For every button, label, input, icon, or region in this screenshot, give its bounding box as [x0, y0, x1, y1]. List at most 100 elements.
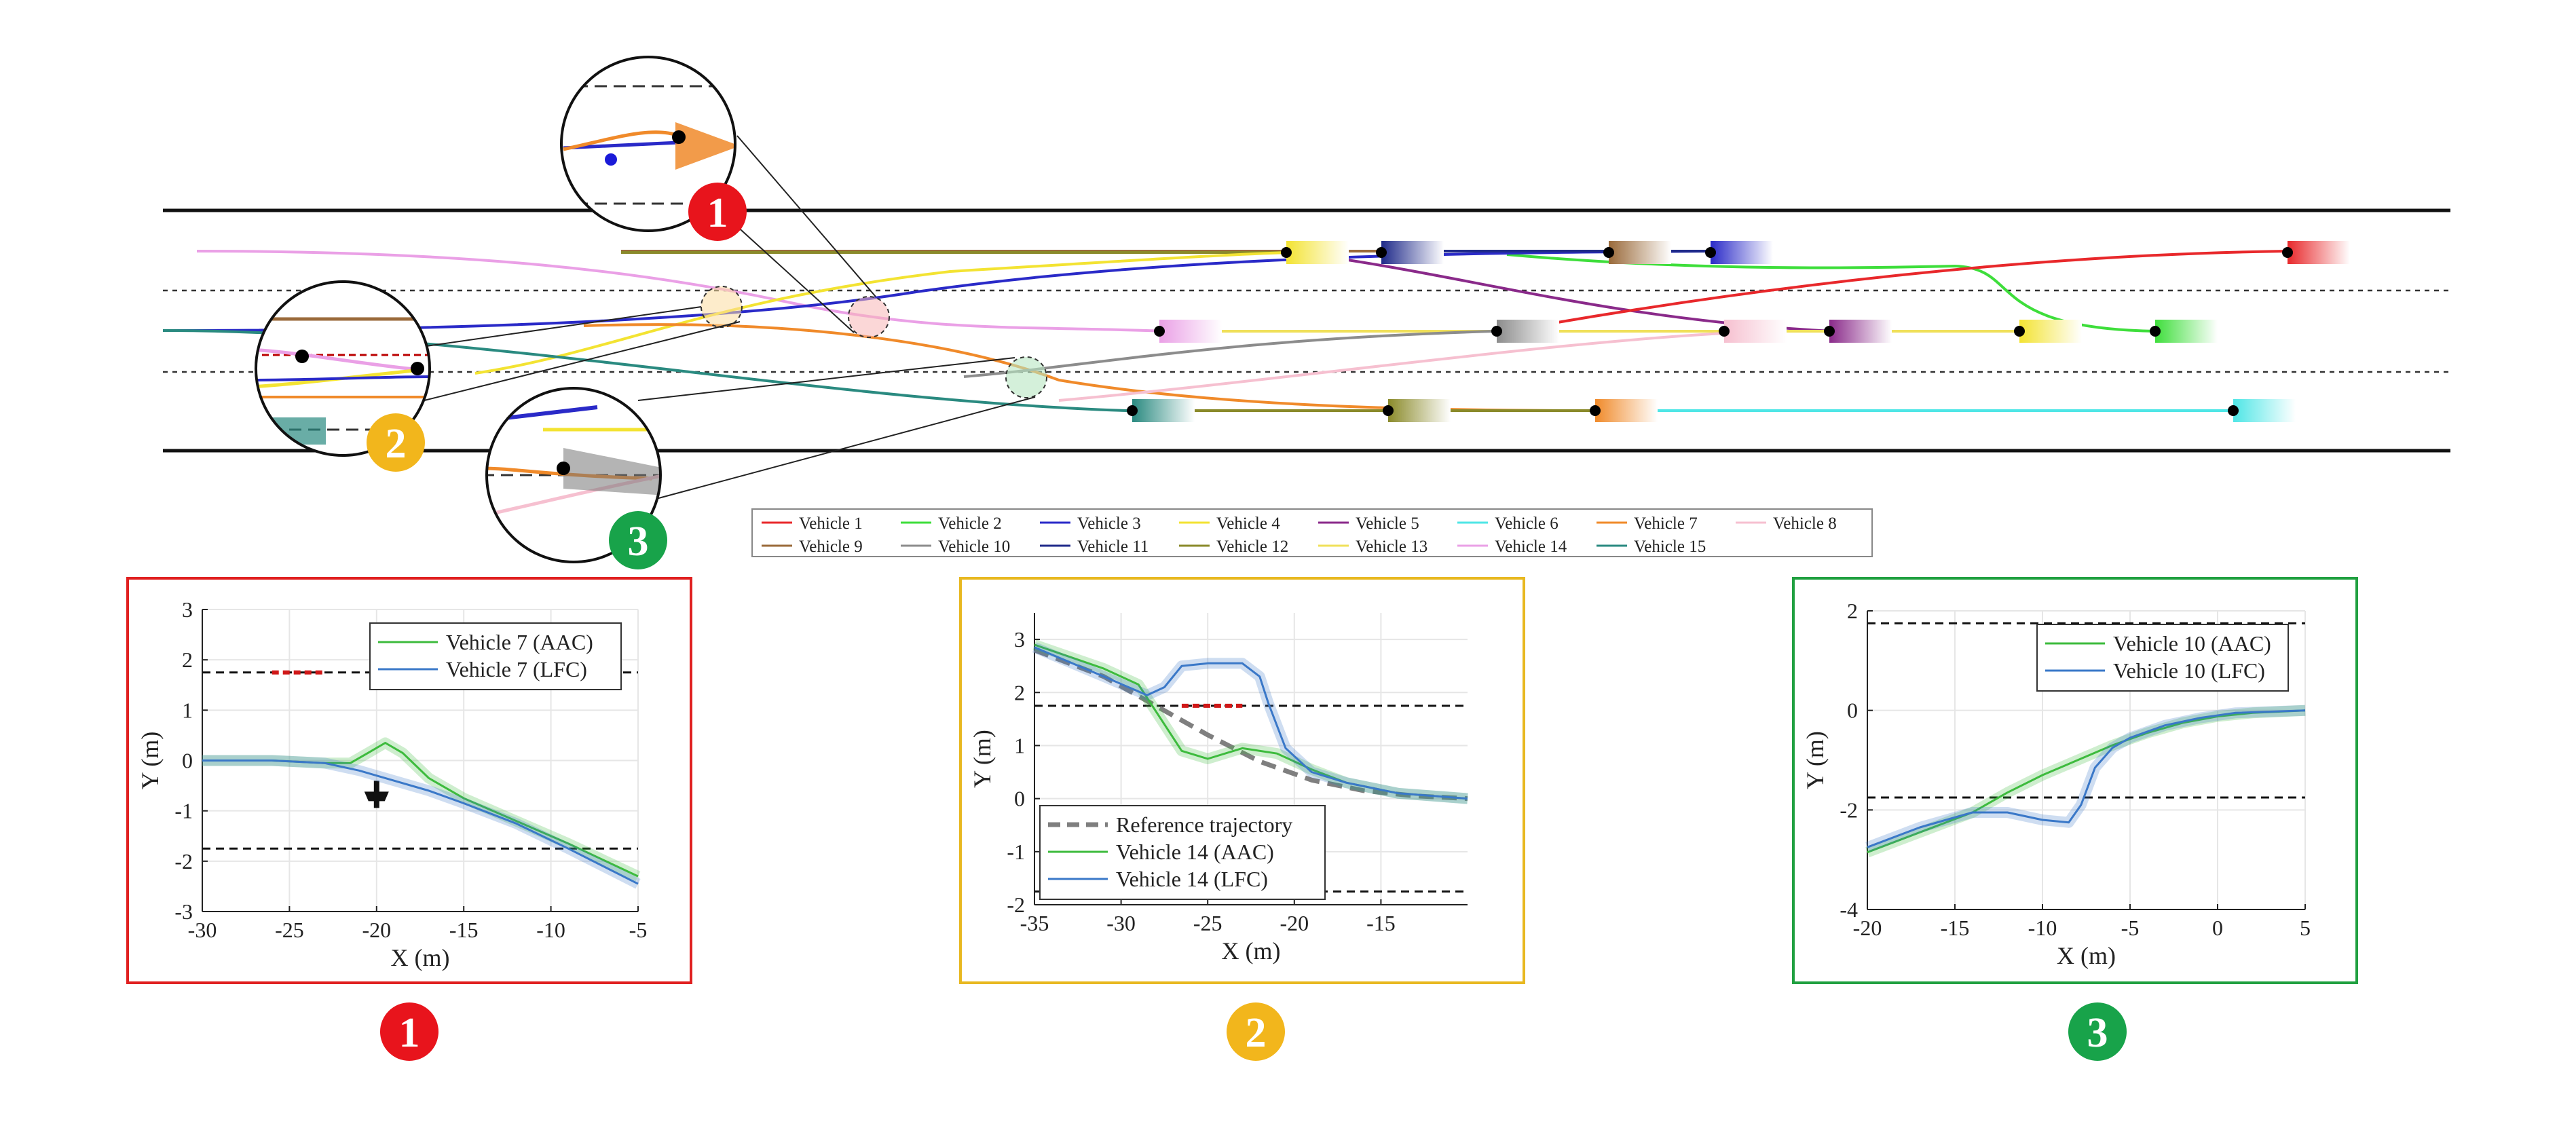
legend-entry-11: Vehicle 11: [1077, 538, 1149, 556]
x-tick-label: -25: [275, 918, 304, 942]
legend-entry-3: Vehicle 3: [1077, 514, 1141, 533]
detail-chart-2: -35 -30 -25 -20 -15 -2 -1 0 1 2 3 X (m) Y (m) Referen…: [959, 577, 1525, 1061]
zoom-connectors: [424, 135, 1036, 503]
y-tick-label: 2: [1847, 599, 1858, 623]
x-tick-label: -5: [2121, 916, 2140, 940]
y-tick-label: -2: [1007, 893, 1025, 917]
x-tick-label: -10: [536, 918, 565, 942]
legend-entry: Vehicle 14 (LFC): [1116, 867, 1268, 891]
x-tick-label: -20: [1853, 916, 1882, 940]
x-tick-label: -15: [1941, 916, 1970, 940]
y-tick-label: 0: [182, 749, 193, 773]
x-tick-label: -20: [1280, 911, 1309, 935]
y-axis-label: Y (m): [1802, 731, 1829, 789]
legend-entry-2: Vehicle 2: [938, 514, 1002, 533]
magnifier-1: [560, 56, 736, 232]
legend-entry: Vehicle 7 (AAC): [446, 630, 593, 654]
chart-badge-1: 1: [380, 1002, 438, 1061]
vehicle-markers: [1127, 241, 2350, 422]
x-tick-label: 0: [2212, 916, 2223, 940]
y-tick-label: -2: [174, 849, 193, 874]
vehicle-marker: [1491, 320, 1559, 343]
zoom-region-2: [701, 286, 743, 328]
legend-entry-15: Vehicle 15: [1634, 538, 1706, 556]
x-tick-label: -25: [1193, 911, 1222, 935]
series-line-2: [202, 759, 639, 885]
chart-legend: Vehicle 10 (AAC)Vehicle 10 (LFC): [2036, 624, 2289, 692]
y-tick-label: -4: [1840, 897, 1858, 922]
vehicle-3-trajectory: [162, 250, 1725, 332]
magnifier-2: [255, 280, 431, 457]
legend-entry: Vehicle 14 (AAC): [1116, 840, 1274, 864]
x-tick-label: -30: [1106, 911, 1136, 935]
y-tick-label: -2: [1840, 797, 1858, 822]
overview-badge-3: 3: [609, 511, 667, 569]
vehicle-marker: [1376, 241, 1444, 264]
zoom-region-markers: [701, 286, 1047, 398]
legend-entry: Vehicle 10 (LFC): [2113, 658, 2265, 683]
legend-entry: Vehicle 7 (LFC): [446, 657, 587, 681]
y-tick-label: 3: [1014, 627, 1025, 652]
legend-entry-13: Vehicle 13: [1356, 538, 1427, 556]
legend-entry-5: Vehicle 5: [1356, 514, 1419, 533]
vehicle-marker: [1590, 399, 1658, 422]
vehicle-14-trajectory: [196, 250, 1168, 333]
zoom-region-3: [1005, 356, 1047, 398]
x-tick-label: 5: [2300, 916, 2311, 940]
legend-entry: Reference trajectory: [1116, 812, 1292, 837]
car-icon: [364, 781, 389, 808]
road-overview: [162, 56, 2450, 563]
series-line-2: [1867, 709, 2306, 848]
vehicle-marker: [2014, 320, 2082, 343]
svg-text:1: 1: [399, 1010, 420, 1056]
y-tick-label: 2: [1014, 680, 1025, 705]
svg-text:3: 3: [628, 519, 649, 565]
vehicle-marker: [2228, 399, 2296, 422]
legend-entry-8: Vehicle 8: [1773, 514, 1837, 533]
y-tick-label: 0: [1847, 698, 1858, 723]
chart-legend: Vehicle 7 (AAC) Vehicle 7 (LFC): [369, 622, 622, 690]
legend-entry: Vehicle 10 (AAC): [2113, 631, 2271, 656]
overview-badge-1: 1: [688, 183, 747, 241]
x-axis-label: X (m): [391, 944, 450, 971]
vehicle-marker: [2150, 320, 2218, 343]
y-tick-label: 1: [1014, 733, 1025, 757]
y-tick-label: 1: [182, 698, 193, 722]
vehicle-marker: [1719, 320, 1787, 343]
x-tick-label: -30: [188, 918, 217, 942]
x-tick-label: -10: [2028, 916, 2057, 940]
vehicle-2-trajectory: [1506, 253, 2159, 333]
vehicle-marker: [1383, 399, 1451, 422]
vehicle-marker: [1127, 399, 1195, 422]
y-tick-label: -1: [1007, 840, 1025, 864]
legend-entry-1: Vehicle 1: [799, 514, 863, 533]
vehicle-marker: [1281, 241, 1349, 264]
svg-text:2: 2: [386, 421, 407, 467]
x-axis-label: X (m): [2057, 942, 2116, 969]
vehicle-marker: [1705, 241, 1773, 264]
x-tick-label: -15: [1366, 911, 1396, 935]
legend-entry-9: Vehicle 9: [799, 538, 863, 556]
legend-entry-4: Vehicle 4: [1216, 514, 1280, 533]
vehicle-marker: [2282, 241, 2350, 264]
x-tick-label: -20: [362, 918, 391, 942]
x-tick-label: -15: [449, 918, 479, 942]
vehicle-1-trajectory: [1506, 250, 2288, 333]
chart-badge-2: 2: [1227, 1002, 1285, 1061]
svg-text:2: 2: [1246, 1010, 1267, 1056]
x-axis-label: X (m): [1222, 937, 1281, 964]
vehicle-4-trajectory: [474, 251, 1290, 375]
y-axis-label: Y (m): [136, 732, 164, 790]
vehicle-8-trajectory: [1058, 330, 1766, 402]
x-tick-label: -5: [629, 918, 648, 942]
y-tick-label: 2: [182, 648, 193, 672]
vehicle-marker: [1603, 241, 1671, 264]
x-tick-label: -35: [1020, 911, 1049, 935]
vehicle-marker: [1154, 320, 1222, 343]
chart-legend: Reference trajectory Vehicle 14 (AAC) Vehi…: [1039, 805, 1326, 900]
legend-entry-12: Vehicle 12: [1216, 538, 1288, 556]
legend-entry-14: Vehicle 14: [1495, 538, 1567, 556]
y-tick-label: -3: [174, 899, 193, 924]
